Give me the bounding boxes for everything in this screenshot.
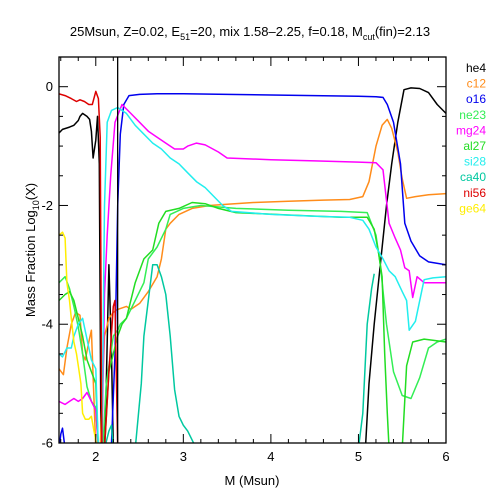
legend-entry-mg24: mg24 <box>456 123 486 137</box>
series-line-ca40-2 <box>358 273 375 443</box>
axis-ticks: 2 3 4 5 6 -6 -4 -2 0 <box>41 56 450 464</box>
plot-frame <box>58 56 447 444</box>
y-tick-label: -6 <box>41 436 53 451</box>
series-line-he4-2 <box>364 87 446 443</box>
legend-entry-he4: he4 <box>466 61 486 75</box>
series-line-al27-0 <box>59 290 99 443</box>
legend-entry-ni56: ni56 <box>463 186 486 200</box>
series-line-o16-1 <box>110 93 446 443</box>
series-line-mg24-1 <box>101 103 446 443</box>
x-tick-label: 4 <box>267 449 274 464</box>
x-axis-label: M (Msun) <box>225 473 280 488</box>
series-line-si28-0 <box>59 317 99 443</box>
y-tick-label: -2 <box>41 198 53 213</box>
series-line-o16-0 <box>59 427 66 443</box>
x-tick-label: 5 <box>355 449 362 464</box>
x-tick-label: 6 <box>442 449 449 464</box>
series-line-c12-0 <box>59 311 97 443</box>
legend-entry-ca40: ca40 <box>460 170 486 184</box>
series-line-he4-0 <box>59 112 102 443</box>
legend-entry-c12: c12 <box>467 77 487 91</box>
series-line-ge64-0 <box>59 231 98 443</box>
series-line-mg24-0 <box>59 391 99 443</box>
series-line-ca40-1 <box>134 264 195 443</box>
series-line-si28-1 <box>101 106 446 443</box>
legend-entry-si28: si28 <box>464 155 486 169</box>
series-line-c12-1 <box>99 118 446 443</box>
legend-entry-al27: al27 <box>463 139 486 153</box>
y-tick-label: -4 <box>41 317 53 332</box>
series-line-ni56-0 <box>59 90 103 443</box>
series-line-ni56-1 <box>104 299 119 443</box>
series-line-al27-2 <box>401 338 446 443</box>
x-tick-label: 2 <box>92 449 99 464</box>
chart-title: 25Msun, Z=0.02, E51=20, mix 1.58–2.25, f… <box>70 24 430 42</box>
legend-entry-o16: o16 <box>466 92 486 106</box>
series-line-ca40-0 <box>105 424 114 443</box>
y-tick-label: 0 <box>46 79 53 94</box>
series-line-al27-1 <box>104 201 390 443</box>
y-axis-label: Mass Fraction Log10(X) <box>23 183 41 317</box>
legend-entry-ge64: ge64 <box>459 201 486 215</box>
x-tick-label: 3 <box>180 449 187 464</box>
series-layer <box>59 87 446 443</box>
legend-entry-ne23: ne23 <box>459 108 486 122</box>
